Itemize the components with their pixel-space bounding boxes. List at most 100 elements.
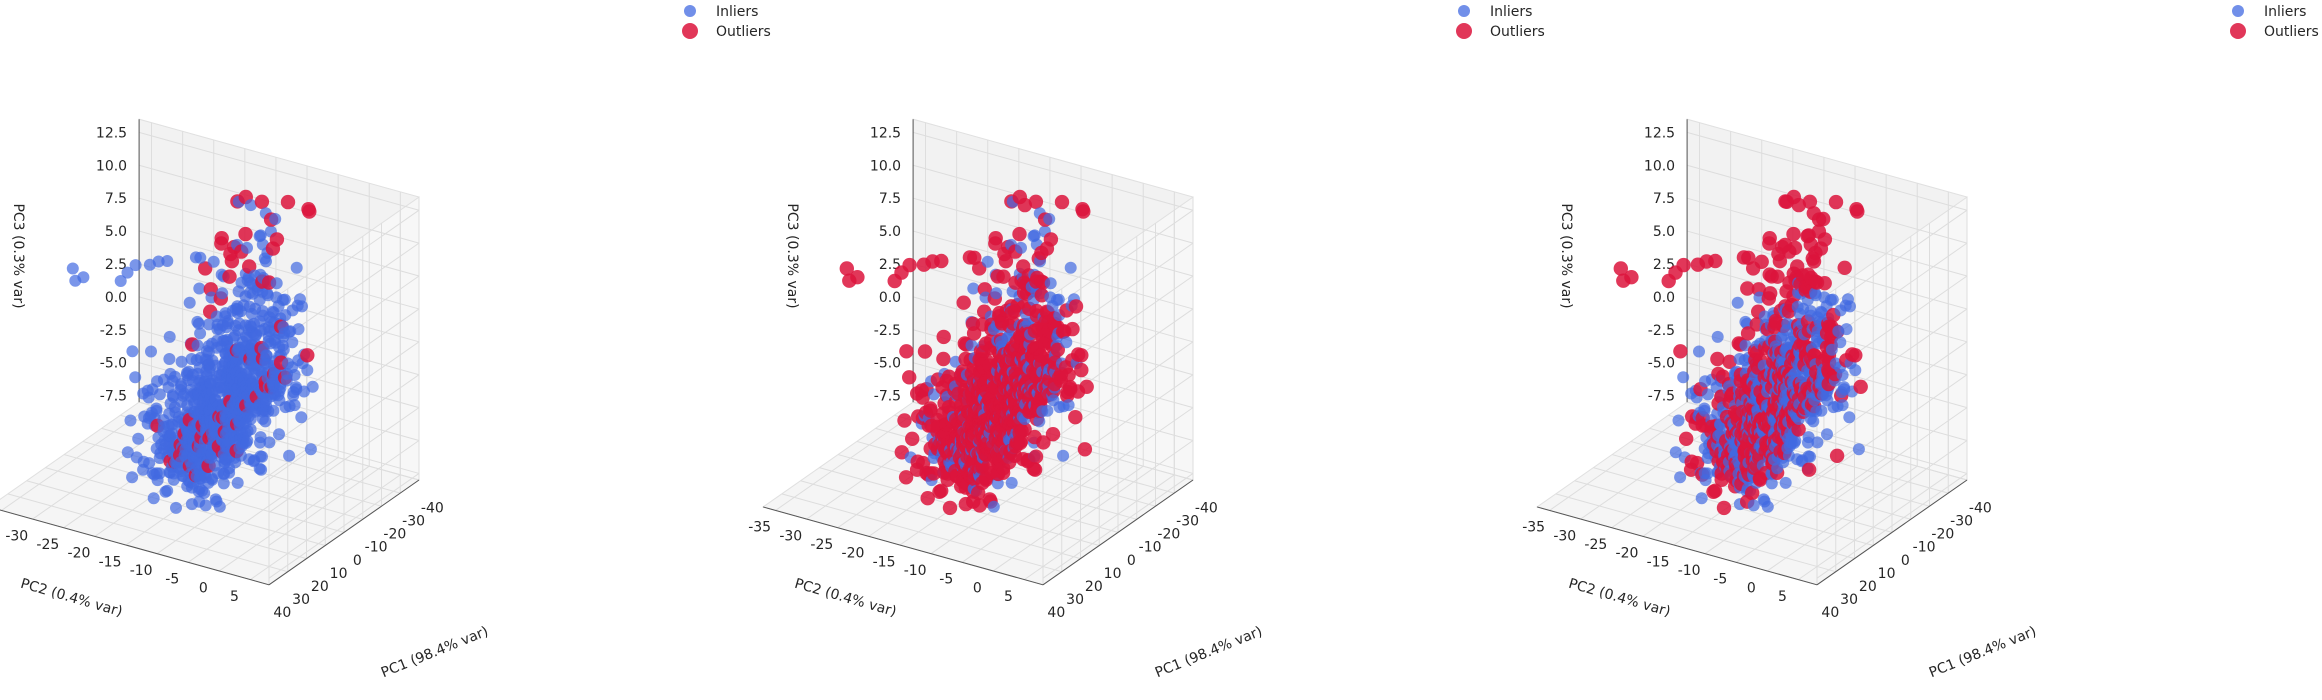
inlier-point: [241, 241, 253, 254]
inlier-point: [981, 255, 994, 268]
outlier-point: [1017, 422, 1032, 437]
pc2-tick-label: -5: [939, 572, 953, 588]
outlier-point: [1061, 367, 1076, 383]
inlier-point: [259, 415, 272, 428]
inlier-point: [1044, 277, 1057, 290]
inlier-point: [198, 487, 211, 499]
pc2-tick-label: -25: [810, 537, 833, 553]
inlier-point: [270, 277, 283, 290]
outlier-point: [238, 226, 253, 242]
pc3-tick-label: 5.0: [105, 224, 127, 240]
inlier-point: [163, 330, 176, 343]
inlier-point: [1849, 364, 1862, 377]
outlier-point: [222, 269, 237, 284]
inlier-point: [193, 282, 206, 295]
outlier-point: [1791, 422, 1806, 437]
pc1-axis-line: [1816, 479, 1968, 586]
inlier-point: [1033, 415, 1046, 428]
pc1-tick-label: -10: [365, 540, 388, 556]
pc3-tick-label: -5.0: [100, 356, 127, 372]
legend-inliers-label: Inliers: [1490, 4, 1532, 20]
pc2-tick-label: -20: [1616, 546, 1639, 562]
outlier-point: [224, 254, 240, 269]
pc3-axis-label: PC3 (0.3% var): [1558, 203, 1574, 308]
outlier-point: [839, 261, 854, 276]
pc3-tick-label: 12.5: [1644, 125, 1675, 141]
pc2-tick-label: -10: [130, 563, 153, 579]
inlier-point: [121, 266, 134, 279]
pc1-tick-label: -40: [1969, 500, 1992, 516]
pc2-tick-label: -35: [1522, 520, 1545, 536]
pc1-tick-label: -30: [402, 513, 425, 529]
inlier-point: [288, 369, 301, 381]
inlier-point: [114, 275, 127, 287]
pc3-tick-label: -7.5: [1648, 389, 1675, 405]
legend-inliers-marker: [2232, 5, 2244, 17]
outlier-point: [1722, 354, 1737, 369]
pc2-tick-label: -15: [873, 554, 896, 570]
scatter-points: [839, 189, 1094, 516]
inlier-point: [254, 229, 267, 242]
outlier-point: [967, 250, 982, 265]
inlier-point: [194, 327, 207, 340]
inlier-point: [1695, 492, 1708, 505]
pc1-axis-label: PC1 (98.4% var): [1927, 624, 2039, 682]
inlier-point: [1843, 411, 1856, 424]
pc2-tick-label: -30: [1553, 528, 1576, 544]
outlier-point: [1028, 194, 1044, 209]
inlier-point: [143, 457, 156, 470]
inlier-point: [256, 450, 268, 463]
inlier-point: [1836, 399, 1849, 412]
inlier-point: [129, 259, 142, 272]
inlier-point: [170, 501, 182, 514]
legend-outliers-label: Outliers: [2264, 24, 2319, 40]
inlier-point: [1041, 404, 1054, 417]
inlier-point: [263, 436, 276, 449]
outlier-point: [214, 231, 229, 246]
pc3-tick-label: 7.5: [879, 191, 901, 207]
outlier-point: [934, 253, 949, 269]
pc1-tick-label: 40: [1047, 605, 1065, 621]
inlier-point: [1701, 467, 1714, 480]
inlier-point: [990, 287, 1003, 300]
outlier-point: [1817, 232, 1833, 247]
outlier-point: [1710, 351, 1725, 367]
pc3-tick-label: 10.0: [96, 158, 127, 174]
inlier-point: [150, 404, 163, 417]
inlier-point: [1802, 431, 1815, 444]
outlier-point: [1801, 462, 1817, 477]
inlier-point: [254, 431, 267, 444]
legend-outliers-label: Outliers: [1490, 24, 1545, 40]
outlier-point: [934, 483, 949, 498]
pc2-tick-label: -10: [904, 563, 927, 579]
inlier-point: [175, 355, 188, 368]
pc1-tick-label: -20: [383, 527, 406, 543]
legend: Inliers Outliers: [1456, 4, 1545, 40]
legend-inliers-label: Inliers: [2264, 4, 2306, 20]
inlier-point: [126, 471, 139, 484]
inlier-point: [288, 399, 301, 412]
inlier-point: [77, 271, 90, 284]
inlier-point: [267, 404, 280, 417]
pc3-tick-label: -7.5: [100, 389, 127, 405]
inlier-point: [277, 343, 290, 356]
pc3-tick-label: 0.0: [105, 290, 127, 306]
pc2-axis-label: PC2 (0.4% var): [19, 576, 124, 620]
pc3-tick-label: 0.0: [1653, 290, 1675, 306]
outlier-point: [1708, 253, 1723, 269]
outlier-point: [1786, 226, 1801, 242]
inlier-point: [147, 492, 160, 505]
outlier-point: [1689, 455, 1705, 471]
scatter-points: [1613, 189, 1868, 516]
pc1-axis-line: [268, 479, 420, 586]
outlier-point: [1816, 211, 1831, 227]
outlier-point: [1054, 194, 1070, 210]
pc1-tick-label: -10: [1913, 540, 1936, 556]
pc1-tick-label: 10: [1878, 566, 1896, 582]
legend: Inliers Outliers: [682, 4, 771, 40]
outlier-point: [1613, 261, 1629, 276]
inlier-point: [290, 261, 303, 274]
outlier-point: [1817, 276, 1832, 291]
inlier-point: [255, 463, 268, 476]
